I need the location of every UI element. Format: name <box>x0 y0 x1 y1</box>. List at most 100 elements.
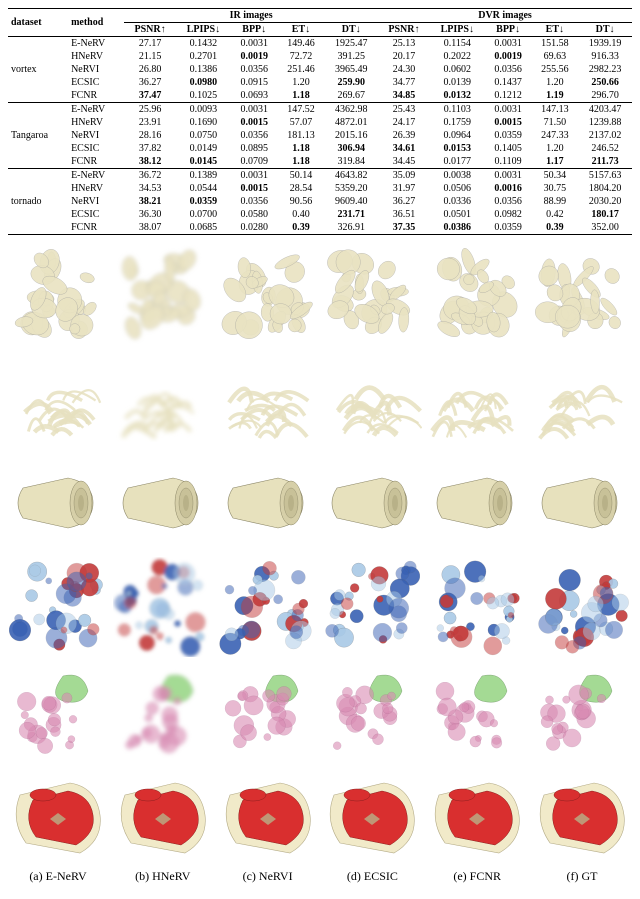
method-cell: HNeRV <box>68 182 124 195</box>
thumb-cell <box>218 453 318 553</box>
value-cell: 916.33 <box>578 50 632 63</box>
value-cell: 26.80 <box>124 63 176 76</box>
value-cell: 0.0093 <box>176 103 231 117</box>
col-metric: PSNR↑ <box>378 23 430 37</box>
value-cell: 319.84 <box>324 155 378 169</box>
thumb-cell <box>218 557 318 657</box>
value-cell: 57.07 <box>278 116 325 129</box>
value-cell: 37.35 <box>378 221 430 235</box>
value-cell: 0.0709 <box>231 155 278 169</box>
dataset-cell: tornado <box>8 169 68 235</box>
value-cell: 0.0580 <box>231 208 278 221</box>
thumb-cell <box>8 661 108 761</box>
thumb-cell <box>322 349 422 449</box>
value-cell: 0.0359 <box>485 221 532 235</box>
value-cell: 0.1154 <box>430 37 485 51</box>
col-metric: LPIPS↓ <box>176 23 231 37</box>
method-cell: ECSIC <box>68 208 124 221</box>
value-cell: 34.45 <box>378 155 430 169</box>
col-metric: DT↓ <box>578 23 632 37</box>
method-cell: HNeRV <box>68 116 124 129</box>
value-cell: 0.1212 <box>485 89 532 103</box>
method-cell: FCNR <box>68 89 124 103</box>
value-cell: 37.47 <box>124 89 176 103</box>
value-cell: 1.18 <box>278 89 325 103</box>
group-ir: IR images <box>124 9 378 23</box>
value-cell: 3965.49 <box>324 63 378 76</box>
value-cell: 0.42 <box>531 208 578 221</box>
col-metric: BPP↓ <box>231 23 278 37</box>
value-cell: 0.0031 <box>231 169 278 183</box>
value-cell: 0.0149 <box>176 142 231 155</box>
method-cell: E-NeRV <box>68 169 124 183</box>
value-cell: 259.90 <box>324 76 378 89</box>
thumb-cell <box>532 765 632 865</box>
thumb-cell <box>218 349 318 449</box>
value-cell: 1804.20 <box>578 182 632 195</box>
value-cell: 24.17 <box>378 116 430 129</box>
value-cell: 211.73 <box>578 155 632 169</box>
value-cell: 151.58 <box>531 37 578 51</box>
thumb-row <box>8 557 632 657</box>
thumb-row <box>8 245 632 345</box>
value-cell: 0.2701 <box>176 50 231 63</box>
value-cell: 38.21 <box>124 195 176 208</box>
value-cell: 0.0336 <box>430 195 485 208</box>
value-cell: 31.97 <box>378 182 430 195</box>
value-cell: 0.0016 <box>485 182 532 195</box>
value-cell: 5157.63 <box>578 169 632 183</box>
value-cell: 0.0356 <box>231 63 278 76</box>
value-cell: 391.25 <box>324 50 378 63</box>
value-cell: 0.0177 <box>430 155 485 169</box>
thumb-cell <box>8 349 108 449</box>
value-cell: 28.16 <box>124 129 176 142</box>
thumb-row <box>8 661 632 761</box>
method-cell: NeRVI <box>68 63 124 76</box>
value-cell: 34.61 <box>378 142 430 155</box>
value-cell: 9609.40 <box>324 195 378 208</box>
col-metric: ET↓ <box>531 23 578 37</box>
value-cell: 50.34 <box>531 169 578 183</box>
thumb-cell <box>322 557 422 657</box>
value-cell: 25.13 <box>378 37 430 51</box>
value-cell: 0.0139 <box>430 76 485 89</box>
thumb-cell <box>427 557 527 657</box>
value-cell: 0.0280 <box>231 221 278 235</box>
value-cell: 35.09 <box>378 169 430 183</box>
caption: (a) E-NeRV <box>8 869 108 884</box>
value-cell: 1.20 <box>531 142 578 155</box>
value-cell: 90.56 <box>278 195 325 208</box>
value-cell: 251.46 <box>278 63 325 76</box>
value-cell: 34.85 <box>378 89 430 103</box>
value-cell: 0.0019 <box>231 50 278 63</box>
value-cell: 2137.02 <box>578 129 632 142</box>
thumb-cell <box>218 661 318 761</box>
thumb-cell <box>322 661 422 761</box>
method-cell: FCNR <box>68 221 124 235</box>
value-cell: 269.67 <box>324 89 378 103</box>
thumb-row <box>8 349 632 449</box>
value-cell: 36.30 <box>124 208 176 221</box>
value-cell: 247.33 <box>531 129 578 142</box>
col-dataset: dataset <box>8 9 68 37</box>
value-cell: 0.1432 <box>176 37 231 51</box>
value-cell: 0.0153 <box>430 142 485 155</box>
value-cell: 4203.47 <box>578 103 632 117</box>
value-cell: 28.54 <box>278 182 325 195</box>
value-cell: 0.0544 <box>176 182 231 195</box>
value-cell: 0.0015 <box>485 116 532 129</box>
value-cell: 0.0031 <box>485 37 532 51</box>
thumb-cell <box>532 245 632 345</box>
value-cell: 1.17 <box>531 155 578 169</box>
value-cell: 36.72 <box>124 169 176 183</box>
value-cell: 147.13 <box>531 103 578 117</box>
value-cell: 1.20 <box>278 76 325 89</box>
value-cell: 36.27 <box>378 195 430 208</box>
value-cell: 30.75 <box>531 182 578 195</box>
thumb-cell <box>113 661 213 761</box>
caption: (c) NeRVI <box>218 869 318 884</box>
value-cell: 0.0356 <box>485 195 532 208</box>
value-cell: 50.14 <box>278 169 325 183</box>
caption: (e) FCNR <box>427 869 527 884</box>
value-cell: 0.0386 <box>430 221 485 235</box>
